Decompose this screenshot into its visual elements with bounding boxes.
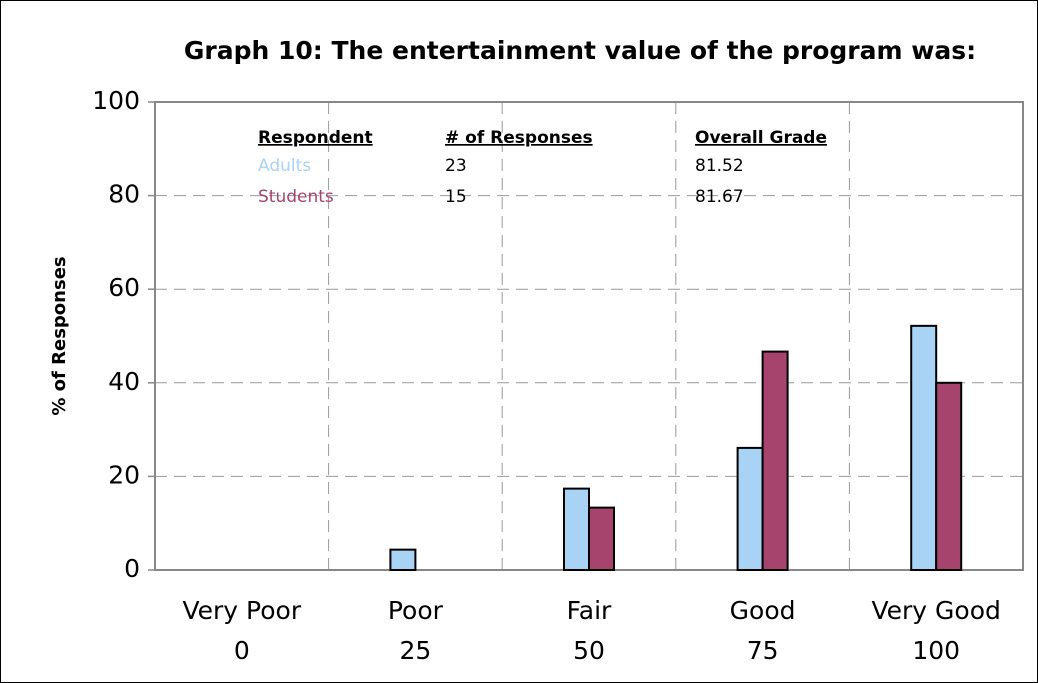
y-tick-label: 80 [108, 180, 140, 209]
bar [389, 548, 417, 572]
table-grade: 81.52 [695, 156, 744, 176]
bar [935, 381, 963, 571]
table-header: Respondent [258, 128, 373, 148]
x-tick-score: 100 [912, 636, 960, 665]
bar [736, 446, 764, 571]
chart-title: Graph 10: The entertainment value of the… [184, 36, 976, 65]
bar [761, 350, 789, 572]
y-axis-label: % of Responses [49, 256, 70, 415]
legend-label: Adults [258, 156, 311, 176]
y-tick-label: 0 [124, 554, 140, 583]
x-tick-score: 25 [399, 636, 431, 665]
x-tick-label: Good [730, 596, 796, 625]
x-tick-label: Poor [388, 596, 444, 625]
x-tick-label: Very Good [871, 596, 1000, 625]
table-responses: 15 [445, 187, 467, 207]
table-responses: 23 [445, 156, 467, 176]
x-tick-label: Fair [567, 596, 612, 625]
x-tick-score: 0 [234, 636, 250, 665]
legend-label: Students [258, 187, 334, 207]
y-tick-label: 20 [108, 460, 140, 489]
table-header: Overall Grade [695, 128, 827, 148]
y-tick-label: 60 [108, 273, 140, 302]
table-header: # of Responses [445, 128, 593, 148]
table-grade: 81.67 [695, 187, 744, 207]
x-tick-label: Very Poor [182, 596, 301, 625]
y-tick-label: 100 [92, 86, 140, 115]
bar [588, 506, 615, 571]
x-tick-score: 50 [573, 636, 605, 665]
y-tick-label: 40 [108, 367, 140, 396]
bar [563, 487, 590, 572]
x-tick-score: 75 [747, 636, 779, 665]
bar [910, 324, 938, 571]
